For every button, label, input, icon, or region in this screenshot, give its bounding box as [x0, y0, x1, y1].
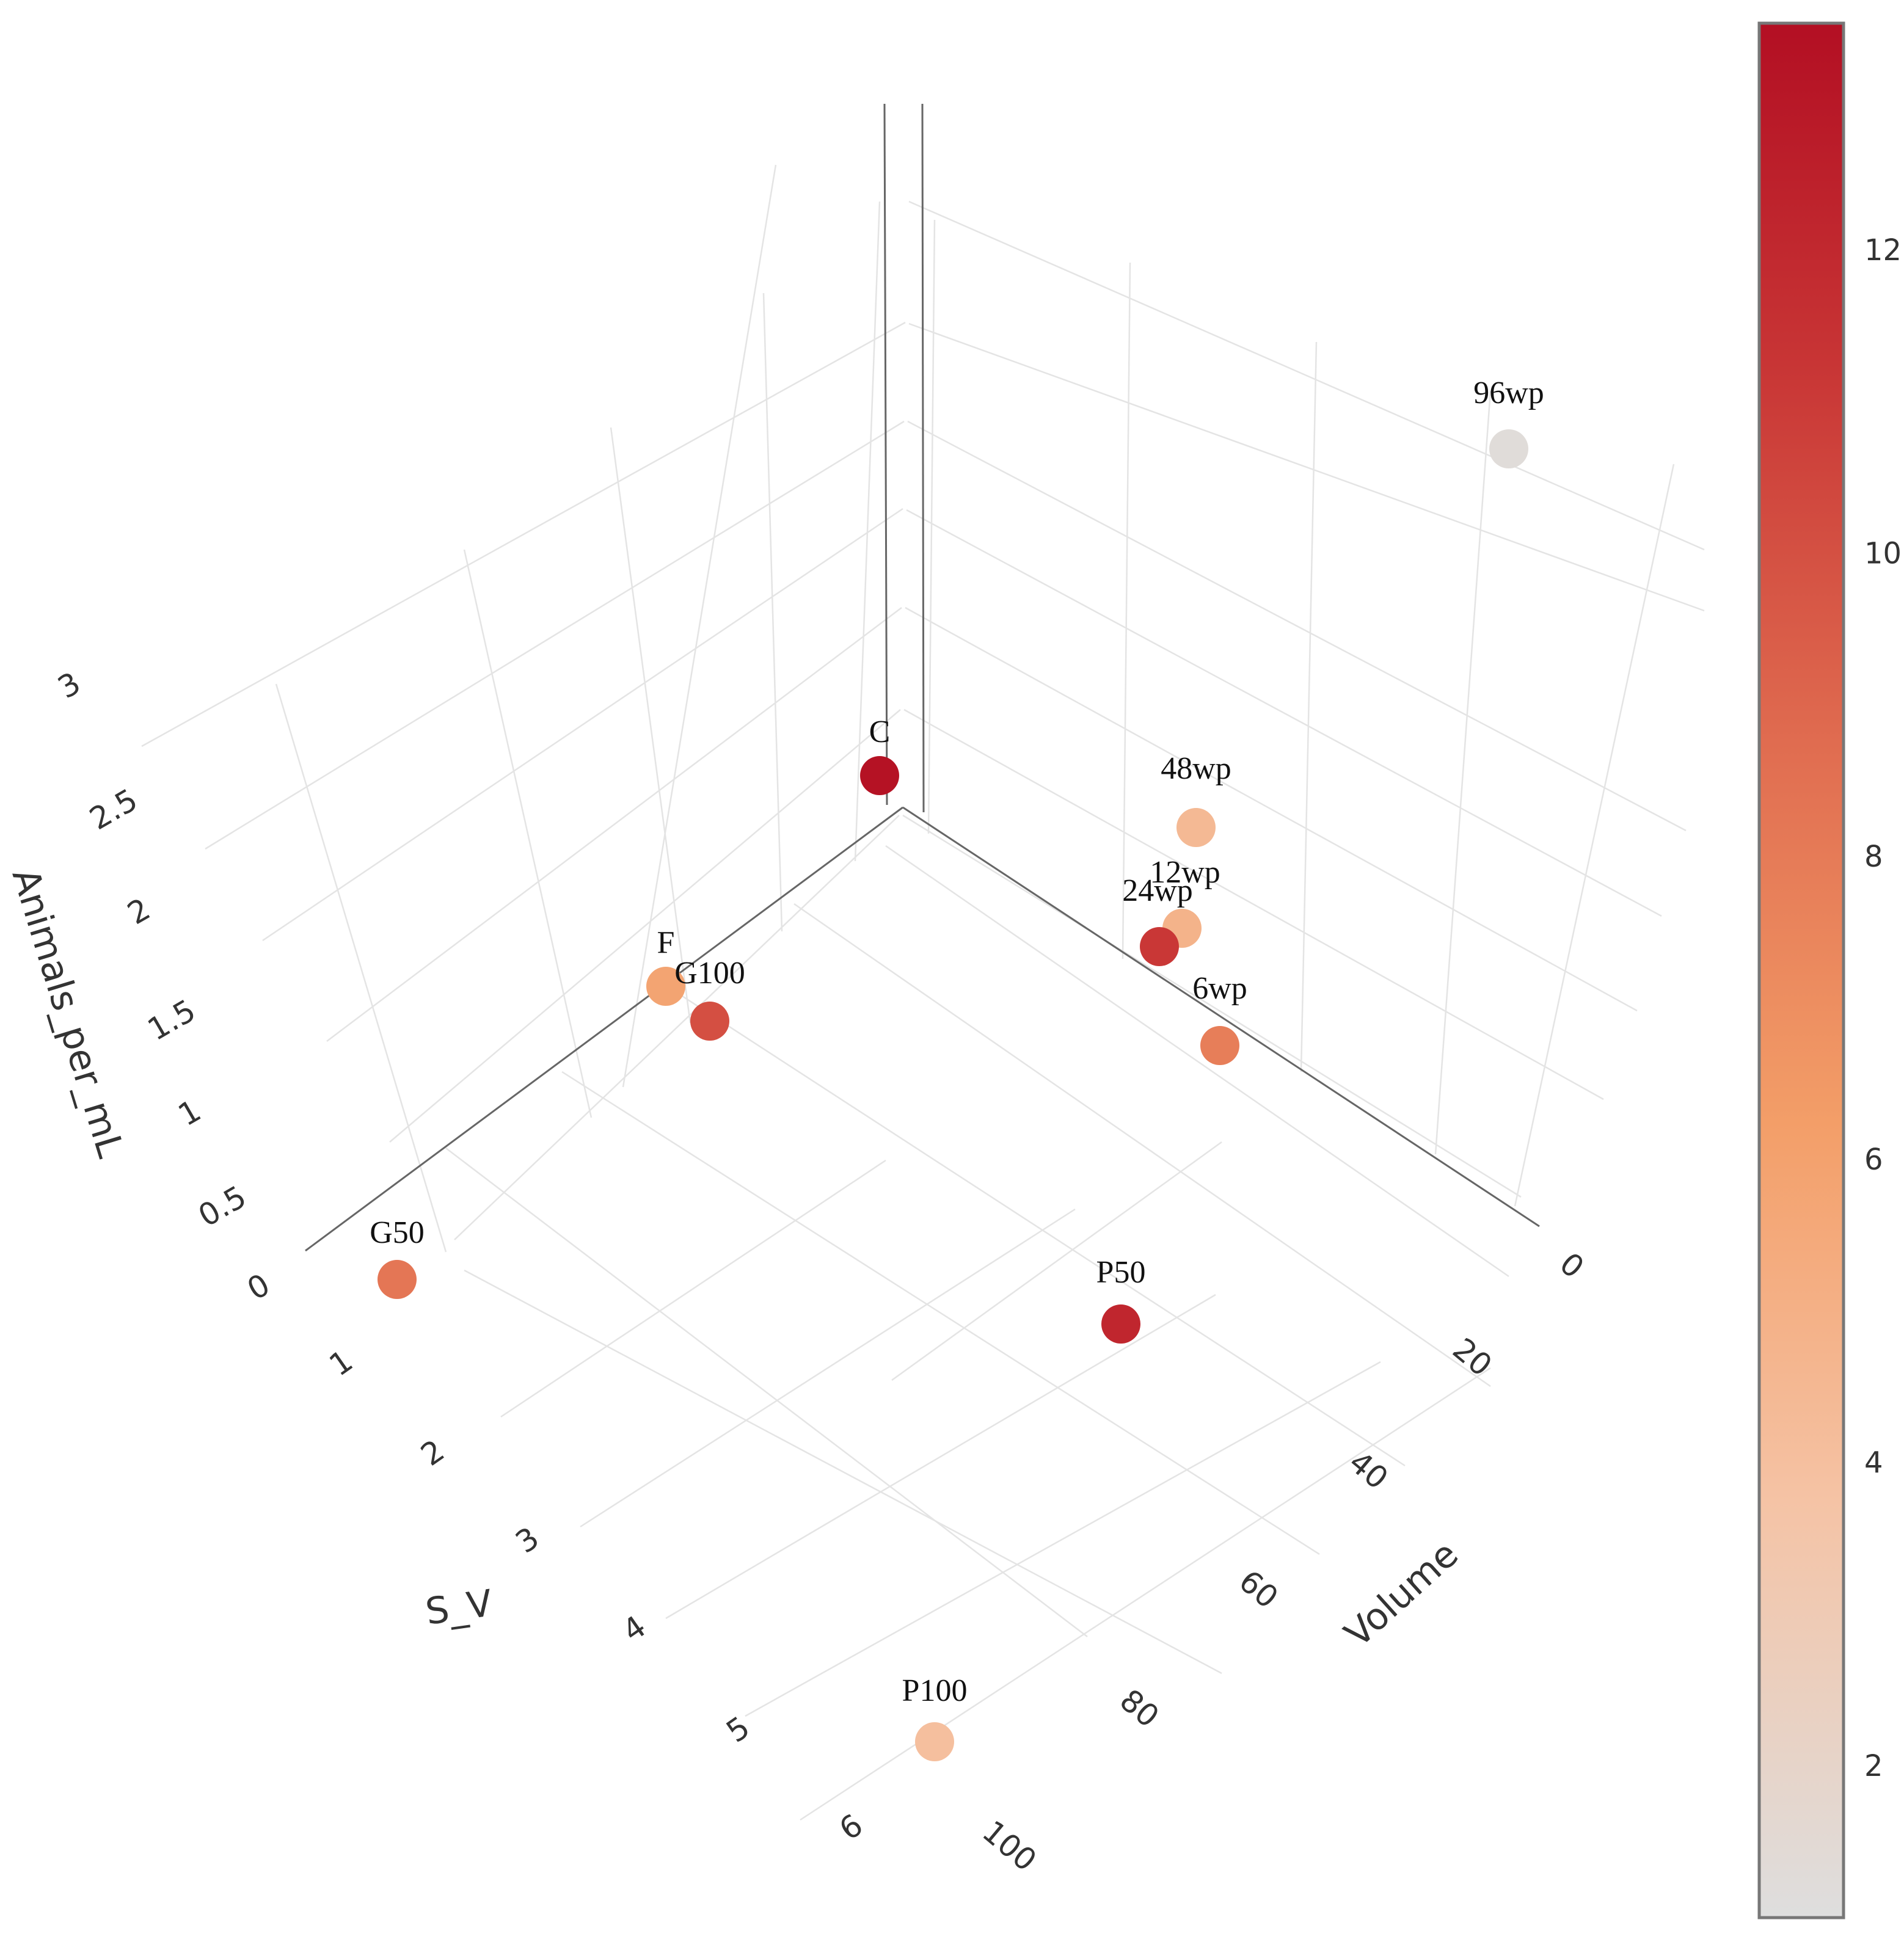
data-point-label: 48wp: [1161, 751, 1231, 786]
volume-axis-title: Volume: [1337, 1533, 1467, 1656]
colorbar-tick: 8: [1864, 840, 1883, 874]
data-point-label: G100: [674, 956, 745, 991]
z-axis-title: Animals_per_mL: [4, 864, 132, 1163]
z-ticks: 0 0.5 1 1.5 2 2.5 3: [52, 665, 276, 1307]
volume-tick: 0: [1553, 1246, 1591, 1286]
data-point-label: P100: [902, 1673, 968, 1708]
z-tick: 0: [241, 1267, 276, 1307]
data-point-c[interactable]: [860, 756, 899, 795]
data-point-label: 12wp: [1150, 855, 1220, 890]
data-point-48wp[interactable]: [1176, 808, 1216, 847]
data-point-6wp[interactable]: [1200, 1026, 1239, 1065]
z-tick: 3: [52, 665, 87, 705]
sv-axis-title: S_V: [423, 1582, 495, 1634]
data-point-label: G50: [370, 1215, 425, 1250]
grid-right-wall: [902, 200, 1705, 1207]
colorbar-tick: 2: [1864, 1749, 1883, 1783]
data-point-label: F: [657, 925, 675, 960]
z-tick: 0.5: [192, 1179, 252, 1234]
volume-ticks: 0 20 40 60 80 100: [976, 1246, 1591, 1879]
volume-tick: 60: [1232, 1563, 1285, 1615]
z-tick: 1.5: [142, 992, 202, 1047]
volume-tick: 80: [1113, 1683, 1165, 1734]
colorbar-tick: 10: [1864, 537, 1902, 571]
sv-tick: 2: [415, 1433, 451, 1473]
data-point-f[interactable]: [646, 967, 685, 1006]
sv-ticks: 1 2 3 4 5 6: [323, 1343, 869, 1847]
sv-axis-line: [305, 806, 903, 1252]
data-point-label: 6wp: [1192, 971, 1247, 1006]
data-point-g50[interactable]: [378, 1260, 417, 1299]
z-tick: 2.5: [84, 782, 144, 837]
data-point-label: 24wp: [1122, 873, 1193, 908]
colorbar-tick: 12: [1864, 233, 1902, 267]
colorbar-ticks: 2 4 6 8 10 12: [1864, 233, 1902, 1783]
z-tick: 1: [172, 1093, 207, 1133]
volume-tick: 100: [976, 1814, 1043, 1879]
animals-axis-line: [883, 103, 888, 806]
sv-tick: 6: [833, 1807, 869, 1847]
colorbar: 2 4 6 8 10 12: [1757, 21, 1902, 1919]
colorbar-tick: 4: [1864, 1446, 1883, 1480]
data-point-label: 96wp: [1473, 376, 1544, 410]
data-point-p50[interactable]: [1101, 1304, 1140, 1344]
sv-tick: 3: [509, 1520, 545, 1560]
z-tick: 2: [122, 891, 156, 931]
sv-tick: 4: [616, 1609, 652, 1649]
sv-tick: 5: [720, 1709, 756, 1750]
sv-tick: 1: [323, 1343, 359, 1383]
colorbar-tick: 6: [1864, 1143, 1883, 1177]
grid-left-wall: [141, 164, 906, 1253]
animals-axis-line-2: [921, 103, 925, 813]
volume-tick: 40: [1342, 1444, 1395, 1496]
volume-tick: 20: [1446, 1331, 1498, 1383]
grid-floor: [445, 845, 1509, 1821]
data-point-label: C: [869, 715, 891, 749]
colorbar-gradient: [1757, 21, 1845, 1919]
data-point-24wp[interactable]: [1140, 927, 1179, 966]
data-point-g100[interactable]: [690, 1002, 729, 1041]
data-point-96wp[interactable]: [1489, 429, 1528, 468]
volume-axis-line: [902, 806, 1540, 1228]
axis-lines: [305, 103, 1540, 1252]
data-point-p100[interactable]: [915, 1722, 954, 1761]
data-point-label: P50: [1096, 1255, 1146, 1290]
